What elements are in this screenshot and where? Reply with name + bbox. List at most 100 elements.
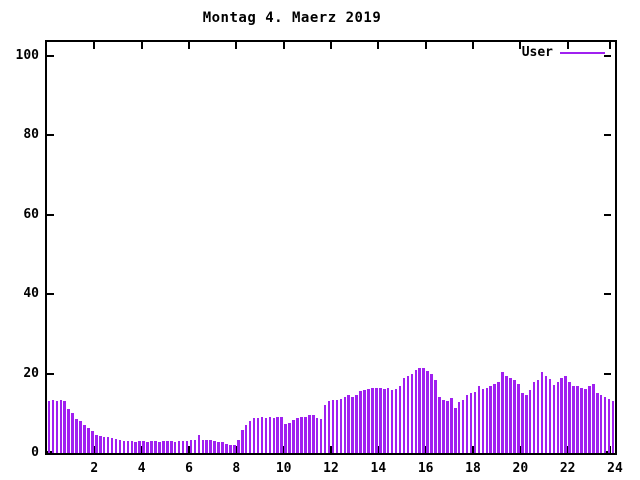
y-tick-mark-left [47, 134, 54, 137]
x-tick-label: 14 [370, 461, 387, 476]
x-tick-label: 10 [275, 461, 292, 476]
bar [556, 382, 560, 453]
bar [122, 440, 126, 453]
y-tick-mark-right [604, 293, 611, 296]
bar [268, 416, 272, 453]
bar [584, 388, 587, 453]
bar [339, 399, 343, 453]
bar [603, 397, 607, 453]
x-tick-mark-top [377, 42, 380, 49]
bar [414, 369, 418, 453]
bar [177, 441, 181, 453]
bar [473, 392, 477, 453]
bar [244, 424, 248, 453]
bar [552, 384, 556, 453]
y-tick-mark-right [604, 372, 611, 375]
bar [386, 387, 390, 453]
x-tick-mark-top [424, 42, 427, 49]
bar [434, 380, 437, 453]
bar [497, 381, 500, 453]
bar [284, 424, 287, 453]
bar [308, 414, 311, 453]
x-tick-label: 22 [559, 461, 576, 476]
bar [540, 372, 544, 453]
bar [351, 396, 354, 453]
legend-label: User [521, 45, 553, 60]
bar [193, 440, 197, 453]
bar [237, 439, 240, 453]
bar [276, 417, 280, 453]
bar [410, 373, 414, 453]
bar [63, 400, 67, 453]
x-tick-label: 12 [323, 461, 339, 476]
bar [154, 441, 157, 453]
x-tick-mark-bottom [140, 446, 143, 453]
plot-area [45, 40, 617, 455]
bar [343, 397, 347, 453]
bar [485, 387, 489, 453]
x-tick-mark-bottom [566, 446, 569, 453]
bar [55, 401, 59, 453]
bar [75, 418, 78, 453]
bar [114, 438, 118, 453]
bar [189, 439, 193, 453]
bar [450, 397, 453, 453]
bar [256, 418, 260, 453]
bar [588, 385, 591, 453]
bar [110, 437, 114, 453]
x-tick-label: 4 [137, 461, 146, 476]
bar [371, 387, 374, 453]
bar [83, 425, 86, 453]
bar [501, 372, 504, 453]
bar [87, 428, 90, 453]
y-tick-mark-left [47, 372, 54, 375]
bar [79, 421, 82, 453]
bar [142, 441, 145, 453]
bar [347, 395, 351, 453]
bars-layer [47, 42, 615, 453]
bar [465, 395, 469, 453]
bar [446, 400, 449, 453]
x-tick-mark-top [519, 42, 522, 49]
bar [146, 441, 149, 453]
bar [126, 441, 130, 453]
bar [280, 416, 283, 453]
bar [524, 395, 528, 453]
bar [481, 388, 485, 453]
bar [595, 393, 599, 453]
bar [292, 420, 295, 453]
bar [375, 388, 378, 453]
bar [402, 377, 406, 453]
bar [592, 384, 595, 453]
bar [599, 395, 603, 453]
bar [162, 441, 165, 453]
bar [166, 441, 169, 453]
bar [315, 418, 319, 453]
bar [288, 422, 291, 453]
bar [568, 381, 571, 453]
x-tick-mark-top [93, 42, 96, 49]
bar [564, 376, 567, 453]
x-tick-mark-top [188, 42, 190, 49]
bar [418, 368, 422, 453]
y-tick-mark-left [47, 451, 54, 453]
bar [517, 383, 520, 453]
y-tick-mark-left [47, 213, 54, 216]
bar [300, 417, 303, 453]
bar [51, 399, 55, 453]
x-tick-mark-bottom [235, 446, 238, 453]
bar [331, 400, 335, 453]
bar [438, 397, 441, 453]
bar [102, 436, 106, 453]
y-tick-mark-left [47, 293, 54, 296]
bar [217, 441, 220, 453]
x-tick-mark-bottom [188, 446, 190, 453]
x-tick-mark-top [330, 42, 332, 49]
x-tick-label: 2 [90, 461, 99, 476]
x-tick-mark-bottom [519, 446, 522, 453]
bar [209, 439, 212, 453]
bar [229, 444, 232, 453]
bar [528, 390, 532, 453]
bar [489, 385, 493, 453]
